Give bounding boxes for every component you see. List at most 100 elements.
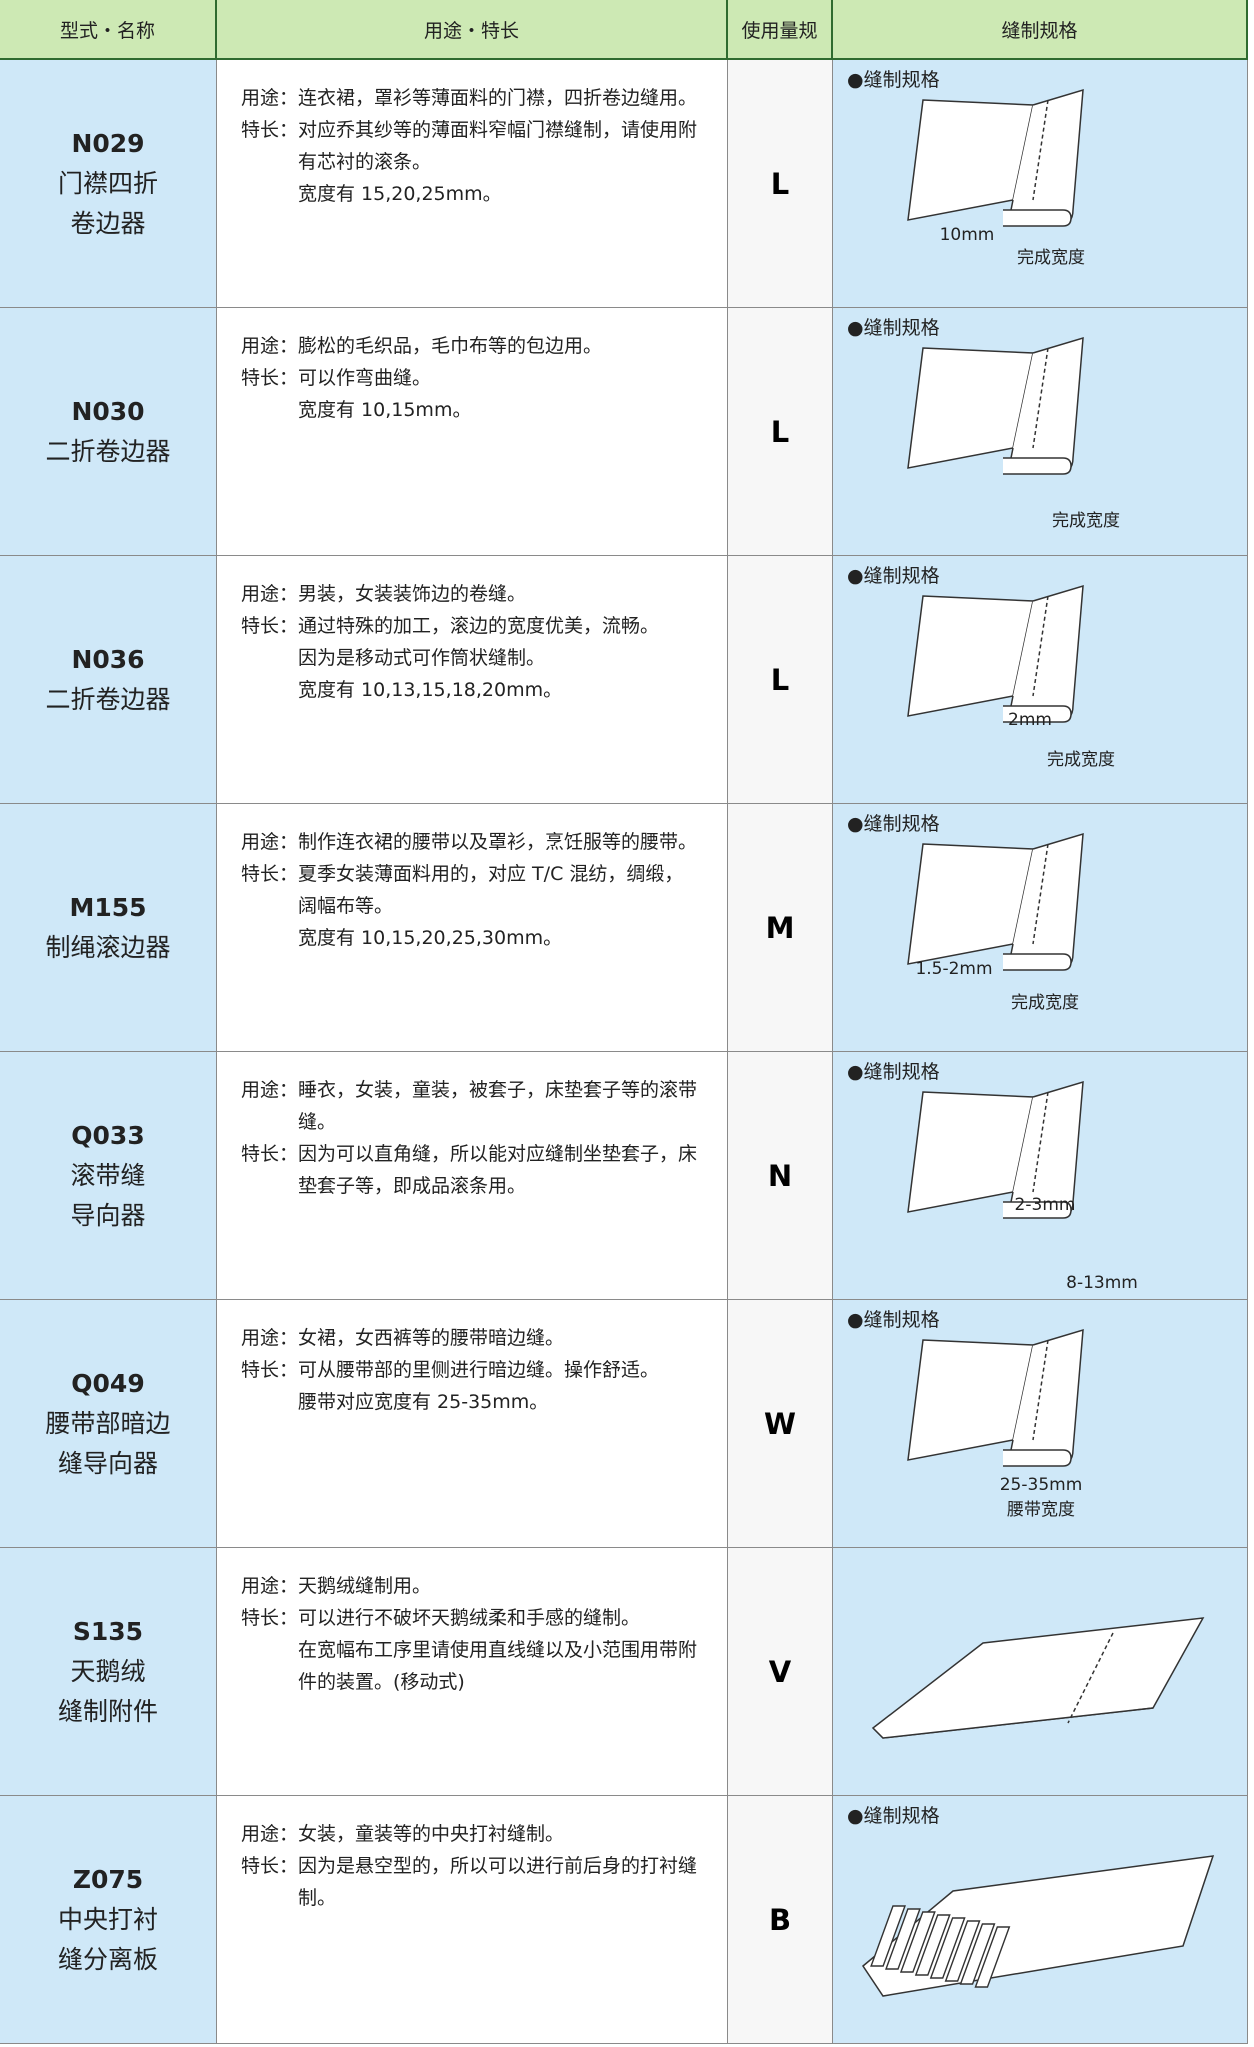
- usage-text: 连衣裙，罩衫等薄面料的门襟，四折卷边缝用。: [298, 87, 698, 109]
- name-line: 二折卷边器: [45, 436, 171, 466]
- fabric-sketch: [907, 336, 1084, 475]
- seam: [1032, 843, 1049, 945]
- usage-label: 用途：: [241, 87, 299, 109]
- name-line: 滚带缝: [70, 1160, 146, 1190]
- spec-diagram: ●缝制规格 25-35mm 腰带宽度: [847, 1309, 1084, 1520]
- seam: [1032, 347, 1049, 449]
- feature-label: 特长：: [241, 119, 299, 141]
- usage-label: 用途：: [241, 335, 299, 357]
- dimension-label: 完成宽度: [1017, 248, 1085, 268]
- gauge-cell: L: [728, 308, 833, 556]
- pleat: [870, 1905, 906, 1967]
- feature-text: 可以作弯曲缝。: [298, 367, 432, 389]
- dimension-label: 8-13mm: [1066, 1273, 1138, 1293]
- spec-diagram: ●缝制规格 2-3mm 8-13mm: [847, 1061, 1138, 1293]
- usage-text: 女装，童装等的中央打衬缝制。: [298, 1823, 565, 1845]
- code: N029: [71, 128, 145, 158]
- feature-label: 特长：: [241, 367, 299, 389]
- usage-line: 用途： 睡衣，女装，童装，被套子，床垫套子等的滚带缝。: [241, 1074, 701, 1138]
- feature-text: 因为可以直角缝，所以能对应缝制坐垫套子，床垫套子等，即成品滚条用。: [298, 1143, 698, 1197]
- dimension-label: 10mm: [940, 225, 995, 245]
- usage-line: 用途： 女裙，女西裤等的腰带暗边缝。: [241, 1322, 701, 1354]
- name-line: 缝导向器: [57, 1448, 158, 1478]
- usage-label: 用途：: [241, 1823, 299, 1845]
- name-cell: Z075 中央打衬缝分离板: [0, 1796, 217, 2044]
- header-cell: 用途・特长: [217, 0, 728, 60]
- feature-text: 夏季女装薄面料用的，对应 T/C 混纺，绸缎，阔幅布等。: [298, 863, 684, 917]
- gauge-cell: L: [728, 60, 833, 308]
- feature-line: 特长： 可以作弯曲缝。: [241, 362, 701, 394]
- feature-label: 特长：: [241, 1607, 299, 1629]
- spec-cell: [833, 1548, 1248, 1796]
- feature-extra: 因为是移动式可作筒状缝制。: [298, 647, 546, 669]
- name-line: 门襟四折: [57, 168, 158, 198]
- usage-label: 用途：: [241, 583, 299, 605]
- fabric-sketch: [907, 1328, 1084, 1467]
- fabric-sketch: [871, 1617, 1205, 1739]
- usage-text: 男装，女装装饰边的卷缝。: [298, 583, 527, 605]
- feature-extra: 宽度有 10,15,20,25,30mm。: [298, 927, 563, 949]
- pleat: [885, 1908, 921, 1970]
- fabric-sketch: [907, 584, 1084, 723]
- name-line: 导向器: [70, 1200, 146, 1230]
- usage-text: 女裙，女西裤等的腰带暗边缝。: [298, 1327, 565, 1349]
- gauge-cell: N: [728, 1052, 833, 1300]
- desc-cell: 用途： 连衣裙，罩衫等薄面料的门襟，四折卷边缝用。特长： 对应乔其纱等的薄面料窄幅门…: [217, 60, 728, 308]
- name-cell: N029 门襟四折卷边器: [0, 60, 217, 308]
- dimension-label: 2mm: [1008, 710, 1052, 730]
- code: Z075: [72, 1864, 144, 1894]
- feature-extra: 宽度有 10,13,15,18,20mm。: [298, 679, 563, 701]
- name-line: 天鹅绒: [70, 1656, 146, 1686]
- desc-cell: 用途： 制作连衣裙的腰带以及罩衫，烹饪服等的腰带。特长： 夏季女装薄面料用的，对应 …: [217, 804, 728, 1052]
- usage-label: 用途：: [241, 1575, 299, 1597]
- feature-extra: 在宽幅布工序里请使用直线缝以及小范围用带附件的装置。(移动式): [298, 1639, 698, 1693]
- spec-title: ●缝制规格: [847, 1309, 940, 1331]
- spec-cell: ●缝制规格 1.5-2mm 完成宽度: [833, 804, 1248, 1052]
- spec-title: ●缝制规格: [847, 69, 940, 91]
- feature-line: 特长： 因为可以直角缝，所以能对应缝制坐垫套子，床垫套子等，即成品滚条用。: [241, 1138, 701, 1202]
- usage-line: 用途： 制作连衣裙的腰带以及罩衫，烹饪服等的腰带。: [241, 826, 701, 858]
- code: N030: [71, 396, 145, 426]
- feature-line: 特长： 对应乔其纱等的薄面料窄幅门襟缝制，请使用附有芯衬的滚条。: [241, 114, 701, 178]
- seam: [1032, 1091, 1049, 1193]
- hem: [1003, 1449, 1072, 1467]
- feature-text: 可以进行不破坏天鹅绒柔和手感的缝制。: [298, 1607, 641, 1629]
- dimension-label: 完成宽度: [1011, 993, 1079, 1013]
- usage-label: 用途：: [241, 831, 299, 853]
- gauge-cell: L: [728, 556, 833, 804]
- usage-text: 天鹅绒缝制用。: [298, 1575, 432, 1597]
- pleat: [899, 1911, 936, 1973]
- spec-cell: ●缝制规格 完成宽度: [833, 308, 1248, 556]
- name-line: 腰带部暗边: [45, 1408, 171, 1438]
- usage-text: 制作连衣裙的腰带以及罩衫，烹饪服等的腰带。: [298, 831, 698, 853]
- feature-line: 特长： 可从腰带部的里侧进行暗边缝。操作舒适。: [241, 1354, 701, 1386]
- name-line: 缝分离板: [57, 1944, 158, 1974]
- feature-label: 特长：: [241, 863, 299, 885]
- code: Q033: [71, 1120, 145, 1150]
- feature-text: 因为是悬空型的，所以可以进行前后身的打衬缝制。: [298, 1855, 698, 1909]
- fabric-sketch: [862, 1855, 1215, 1997]
- spec-diagram: ●缝制规格: [847, 1805, 1215, 1997]
- feature-label: 特长：: [241, 1143, 299, 1165]
- header-cell: 型式・名称: [0, 0, 217, 60]
- code: N036: [71, 644, 145, 674]
- spec-title: ●缝制规格: [847, 1061, 940, 1083]
- hem: [1003, 953, 1072, 971]
- name-line: 中央打衬: [57, 1904, 158, 1934]
- hem: [1003, 705, 1072, 723]
- spec-title: ●缝制规格: [847, 565, 940, 587]
- name-line: 卷边器: [70, 208, 146, 238]
- dimension-label: 完成宽度: [1047, 750, 1115, 770]
- usage-label: 用途：: [241, 1327, 299, 1349]
- spec-diagram: [871, 1617, 1205, 1739]
- seam: [1032, 99, 1049, 201]
- code: Q049: [71, 1368, 145, 1398]
- pleat: [914, 1914, 951, 1976]
- spec-title: ●缝制规格: [847, 813, 940, 835]
- spec-diagram: ●缝制规格 1.5-2mm 完成宽度: [847, 813, 1084, 1013]
- pleat: [944, 1920, 981, 1982]
- spec-cell: ●缝制规格: [833, 1796, 1248, 2044]
- pleat: [974, 1926, 1011, 1988]
- seam: [1032, 595, 1049, 697]
